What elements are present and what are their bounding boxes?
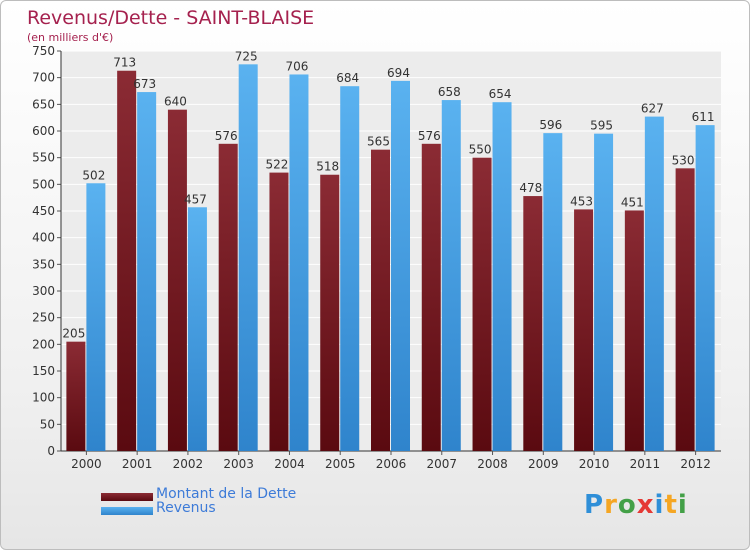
proxiti-logo: Proxiti <box>584 490 688 520</box>
x-tick-label-2012: 2012 <box>680 457 711 471</box>
bar-dette-2005 <box>320 174 340 451</box>
x-tick-label-2007: 2007 <box>426 457 457 471</box>
x-tick-label-2008: 2008 <box>477 457 508 471</box>
y-tick-label-500: 500 <box>32 177 55 191</box>
label-dette-2000: 205 <box>62 327 85 341</box>
label-dette-2005: 518 <box>316 160 339 174</box>
x-tick-label-2001: 2001 <box>122 457 153 471</box>
x-tick-label-2002: 2002 <box>173 457 204 471</box>
bar-revenus-2012 <box>695 125 715 451</box>
y-tick-label-250: 250 <box>32 311 55 325</box>
bar-dette-2007 <box>421 143 441 452</box>
label-revenus-2005: 684 <box>336 71 359 85</box>
bar-revenus-2001 <box>137 92 157 452</box>
label-revenus-2008: 654 <box>489 87 512 101</box>
label-dette-2012: 530 <box>672 153 695 167</box>
bar-dette-2010 <box>574 209 594 451</box>
legend-label-dette: Montant de la Dette <box>156 486 297 502</box>
label-dette-2002: 640 <box>164 95 187 109</box>
logo-letter-5: t <box>664 490 678 520</box>
y-tick-label-100: 100 <box>32 391 55 405</box>
logo-letter-3: x <box>636 490 655 520</box>
x-tick-label-2003: 2003 <box>223 457 254 471</box>
bar-dette-2011 <box>624 210 644 451</box>
logo-letter-6: i <box>677 490 688 520</box>
label-revenus-2006: 694 <box>387 66 410 80</box>
y-tick-label-300: 300 <box>32 284 55 298</box>
bar-revenus-2005 <box>340 86 360 451</box>
y-tick-label-750: 750 <box>32 44 55 58</box>
x-tick-label-2004: 2004 <box>274 457 305 471</box>
bar-dette-2009 <box>523 196 543 451</box>
y-tick-label-600: 600 <box>32 124 55 138</box>
y-tick-label-0: 0 <box>47 444 55 458</box>
bar-revenus-2003 <box>238 64 258 452</box>
y-tick-label-200: 200 <box>32 337 55 351</box>
bar-revenus-2009 <box>543 133 563 451</box>
logo-letter-2: o <box>617 490 637 520</box>
chart-title: Revenus/Dette - SAINT-BLAISE <box>27 7 315 29</box>
bar-revenus-2006 <box>391 80 410 451</box>
label-revenus-2009: 596 <box>539 118 562 132</box>
label-dette-2010: 453 <box>570 194 593 208</box>
chart-subtitle: (en milliers d'€) <box>27 31 114 44</box>
logo-letter-0: P <box>584 490 605 520</box>
bar-revenus-2008 <box>492 102 512 451</box>
bar-dette-2001 <box>117 70 137 451</box>
legend-swatch-revenus <box>101 507 153 515</box>
logo-letter-1: r <box>604 490 618 520</box>
x-tick-label-2009: 2009 <box>528 457 559 471</box>
label-revenus-2003: 725 <box>235 49 258 63</box>
label-revenus-2001: 673 <box>133 77 156 91</box>
y-tick-label-450: 450 <box>32 204 55 218</box>
label-dette-2008: 550 <box>469 143 492 157</box>
bar-dette-2012 <box>675 168 695 452</box>
x-tick-label-2006: 2006 <box>376 457 407 471</box>
bar-dette-2002 <box>167 109 187 452</box>
x-tick-label-2005: 2005 <box>325 457 356 471</box>
bar-revenus-2007 <box>441 100 461 452</box>
bar-revenus-2011 <box>644 116 664 451</box>
label-dette-2009: 478 <box>519 181 542 195</box>
label-dette-2003: 576 <box>215 129 238 143</box>
legend-swatch-dette <box>101 493 153 501</box>
bar-dette-2008 <box>472 157 492 451</box>
y-tick-label-350: 350 <box>32 257 55 271</box>
y-tick-label-700: 700 <box>32 71 55 85</box>
y-tick-label-50: 50 <box>40 417 55 431</box>
label-dette-2004: 522 <box>266 158 289 172</box>
label-dette-2007: 576 <box>418 129 441 143</box>
label-dette-2006: 565 <box>367 135 390 149</box>
logo-letter-4: i <box>654 490 665 520</box>
x-tick-label-2011: 2011 <box>630 457 661 471</box>
legend-label-revenus: Revenus <box>156 500 216 516</box>
label-revenus-2012: 611 <box>692 110 715 124</box>
bar-dette-2004 <box>269 172 289 451</box>
label-revenus-2004: 706 <box>286 59 309 73</box>
label-revenus-2011: 627 <box>641 102 664 116</box>
x-tick-label-2010: 2010 <box>579 457 610 471</box>
y-tick-label-150: 150 <box>32 364 55 378</box>
x-tick-label-2000: 2000 <box>71 457 102 471</box>
bar-dette-2000 <box>66 341 86 451</box>
bar-revenus-2002 <box>187 207 207 451</box>
bar-revenus-2000 <box>86 183 106 451</box>
label-revenus-2000: 502 <box>82 168 105 182</box>
label-dette-2001: 713 <box>113 56 136 70</box>
label-revenus-2007: 658 <box>438 85 461 99</box>
label-revenus-2002: 457 <box>184 192 207 206</box>
bar-dette-2003 <box>218 143 238 452</box>
bar-dette-2006 <box>371 149 390 451</box>
y-tick-label-650: 650 <box>32 97 55 111</box>
y-tick-label-400: 400 <box>32 231 55 245</box>
bar-revenus-2004 <box>289 74 309 451</box>
bar-revenus-2010 <box>594 133 614 451</box>
label-revenus-2010: 595 <box>590 119 613 133</box>
y-tick-label-550: 550 <box>32 151 55 165</box>
label-dette-2011: 451 <box>621 195 644 209</box>
